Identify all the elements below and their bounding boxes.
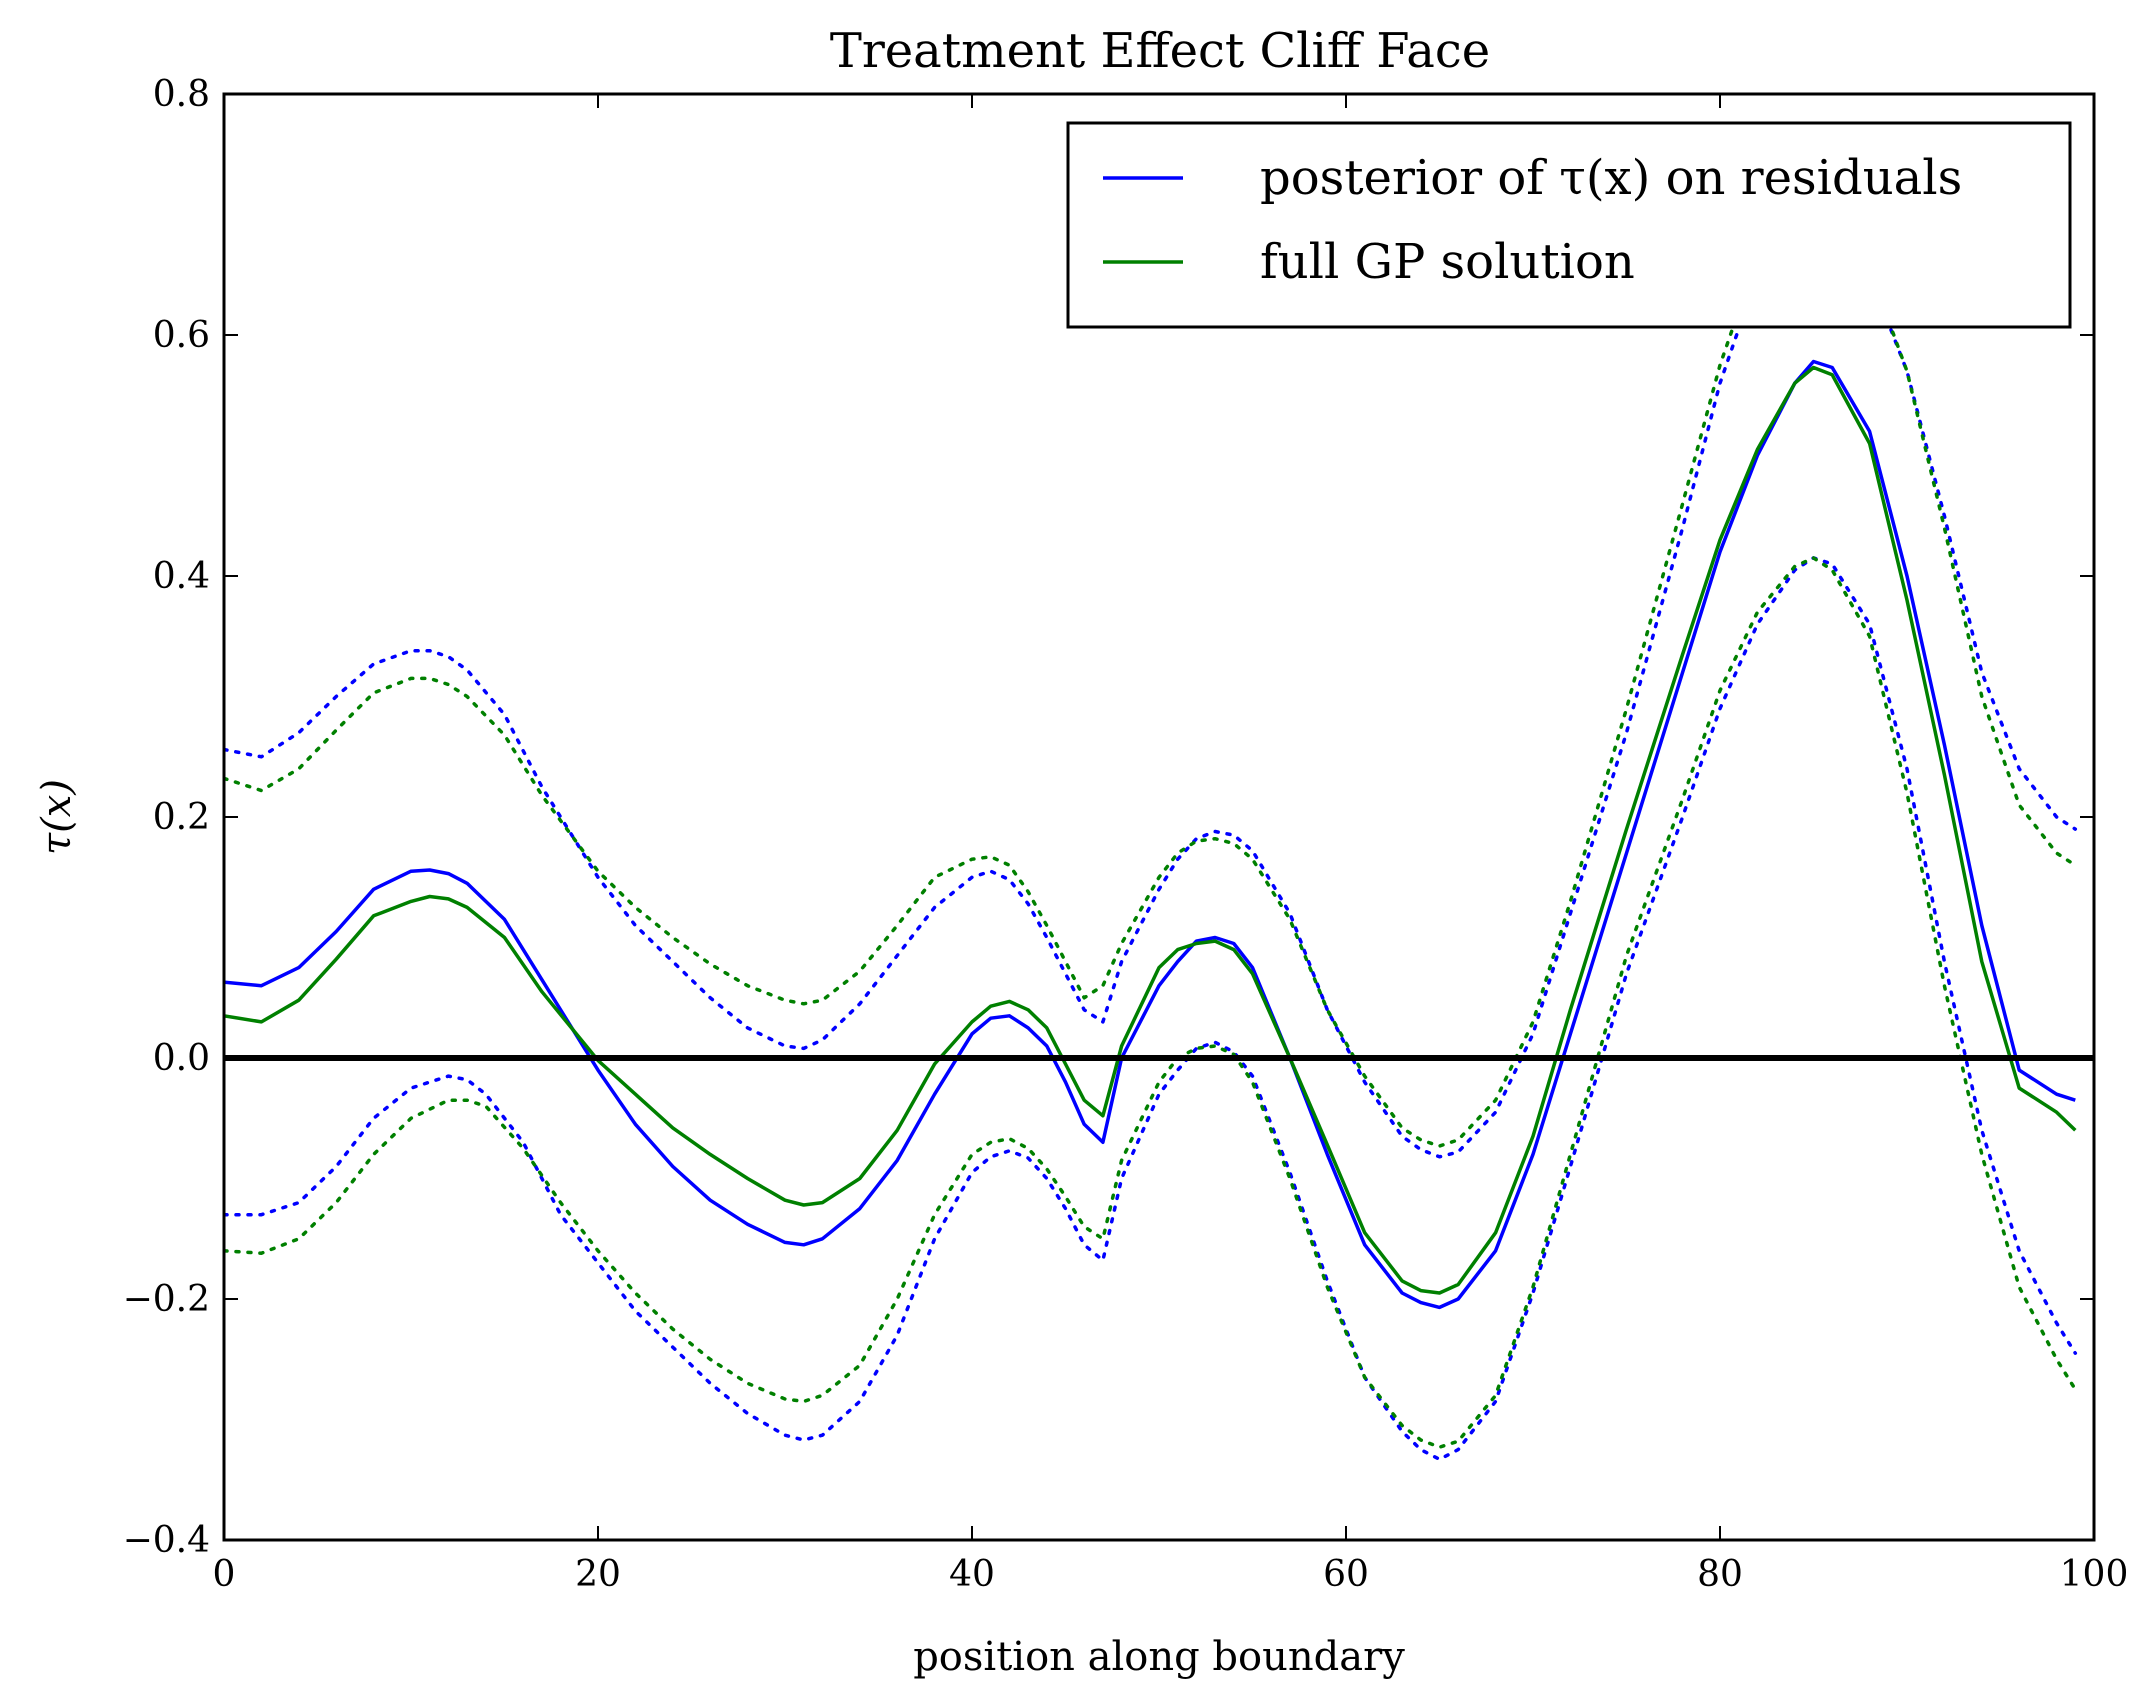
y-tick-label: −0.2	[123, 1279, 210, 1320]
x-tick-label: 20	[575, 1554, 621, 1595]
x-axis: 0 20 40 60 80 100	[213, 94, 2129, 1595]
legend: posterior of τ(x) on residuals full GP so…	[1066, 121, 2072, 329]
x-tick-label: 80	[1697, 1554, 1743, 1595]
y-tick-label: 0.8	[153, 74, 210, 115]
legend-label: full GP solution	[1260, 234, 1635, 290]
x-axis-label: position along boundary	[913, 1634, 1405, 1680]
x-tick-label: 40	[949, 1554, 995, 1595]
y-tick-label: 0.0	[153, 1038, 210, 1079]
series-band-2	[225, 200, 2078, 1159]
legend-label: posterior of τ(x) on residuals	[1260, 150, 1962, 206]
y-tick-label: 0.6	[153, 315, 210, 356]
y-tick-label: 0.4	[153, 556, 210, 597]
series-line-1	[225, 365, 2077, 1295]
x-tick-label: 60	[1323, 1554, 1369, 1595]
y-tick-label: 0.2	[153, 797, 210, 838]
series-band-5	[225, 556, 2078, 1449]
x-tick-label: 100	[2060, 1554, 2129, 1595]
y-axis-label: τ(x)	[34, 779, 80, 855]
y-axis: −0.4 −0.2 0.0 0.2 0.4 0.6 0.8	[123, 74, 2094, 1561]
y-tick-label: −0.4	[123, 1520, 210, 1561]
legend-box	[1066, 121, 2072, 329]
chart-title: Treatment Effect Cliff Face	[830, 23, 1490, 79]
x-tick-label: 0	[213, 1554, 236, 1595]
